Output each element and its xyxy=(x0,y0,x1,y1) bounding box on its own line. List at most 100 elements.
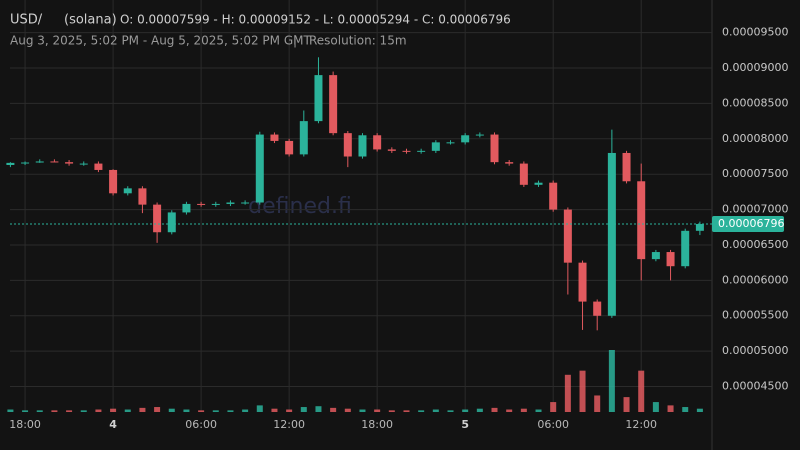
candle-body xyxy=(431,142,440,151)
volume-bar xyxy=(80,410,87,412)
volume-bar xyxy=(66,410,73,412)
volume-bar xyxy=(535,409,542,412)
token: (solana) xyxy=(64,13,117,28)
candle-body xyxy=(563,209,572,263)
volume-bar xyxy=(506,409,513,412)
volume-bar xyxy=(256,405,263,412)
candle-body xyxy=(167,212,176,233)
volume-bar xyxy=(227,410,234,412)
y-tick-label: 0.00006000 xyxy=(722,273,788,286)
candle-body xyxy=(417,150,426,152)
volume-bar xyxy=(212,410,219,412)
candle-body xyxy=(65,162,74,164)
resolution: Resolution: 15m xyxy=(309,34,407,48)
candle-body xyxy=(314,75,323,122)
candle-body xyxy=(138,188,147,205)
volume-bar xyxy=(300,407,307,412)
volume-bar xyxy=(638,370,645,412)
volume-bar xyxy=(95,409,102,412)
volume-bar xyxy=(682,407,689,412)
candle-body xyxy=(358,135,367,157)
volume-bar xyxy=(168,408,175,412)
volume-bar xyxy=(476,408,483,412)
candle-body xyxy=(182,203,191,213)
volume-bar xyxy=(198,410,205,412)
range: Aug 3, 2025, 5:02 PM - Aug 5, 2025, 5:02… xyxy=(10,34,311,48)
volume-bar xyxy=(22,410,29,412)
candle-body xyxy=(578,262,587,302)
last-price-box xyxy=(712,216,784,233)
candle-body xyxy=(123,188,132,194)
candle-body xyxy=(651,252,660,260)
volume-bar xyxy=(432,409,439,412)
volume-bar xyxy=(696,408,703,412)
candle-body xyxy=(593,301,602,316)
volume-bar xyxy=(388,410,395,412)
candle-body xyxy=(402,150,411,152)
x-tick-label: 4 xyxy=(109,418,117,431)
candle-body xyxy=(329,75,338,134)
candle-body xyxy=(475,134,484,136)
x-tick-label: 06:00 xyxy=(537,418,569,431)
volume-bar xyxy=(124,409,131,412)
candle-body xyxy=(534,182,543,185)
volume-bar xyxy=(447,410,454,412)
y-tick-label: 0.00005500 xyxy=(722,309,788,322)
volume-bar xyxy=(594,395,601,412)
pair: USD/ xyxy=(10,13,43,28)
candle-body xyxy=(94,163,103,170)
candle-body xyxy=(549,182,558,210)
candle-body xyxy=(637,181,646,260)
y-tick-label: 0.00008000 xyxy=(722,132,788,145)
volume-bar xyxy=(374,409,381,412)
volume-bar xyxy=(7,409,14,412)
volume-bar xyxy=(242,409,249,412)
x-tick-label: 06:00 xyxy=(185,418,217,431)
candle-body xyxy=(343,133,352,157)
candle-body xyxy=(607,152,616,316)
x-tick-label: 18:00 xyxy=(9,418,41,431)
candle-body xyxy=(695,224,704,231)
y-tick-label: 0.00009500 xyxy=(722,26,788,39)
x-tick-label: 18:00 xyxy=(361,418,393,431)
candle-body xyxy=(6,162,15,165)
volume-bar xyxy=(286,409,293,412)
volume-bar xyxy=(110,408,117,412)
y-tick-label: 0.00008500 xyxy=(722,96,788,109)
volume-bar xyxy=(579,370,586,412)
volume-bar xyxy=(520,408,527,412)
candle-body xyxy=(490,134,499,163)
y-tick-label: 0.00007000 xyxy=(722,203,788,216)
candle-body xyxy=(50,161,59,163)
volume-bar xyxy=(51,410,58,412)
volume-bar xyxy=(550,402,557,412)
volume-bar xyxy=(403,410,410,412)
candle-body xyxy=(270,134,279,141)
candle-body xyxy=(21,162,30,164)
candle-body xyxy=(211,203,220,205)
candle-body xyxy=(197,203,206,205)
volume-bar xyxy=(462,409,469,412)
x-tick-label: 12:00 xyxy=(273,418,305,431)
plot: 0.00004500 0.00005000 0.00005500 0.00006000… xyxy=(6,0,788,450)
volume-bar xyxy=(608,350,615,412)
separator: | xyxy=(293,34,297,48)
volume-bar xyxy=(183,409,190,412)
candle-body xyxy=(681,230,690,267)
volume-bar xyxy=(623,397,630,412)
candle-body xyxy=(109,169,118,194)
candle-body xyxy=(505,162,514,164)
volume-bar xyxy=(139,407,146,412)
volume-bar xyxy=(330,407,337,412)
candle-body xyxy=(519,163,528,185)
candle-body xyxy=(241,202,250,204)
last-price-label: 0.00006796 xyxy=(718,217,784,230)
volume-bar xyxy=(271,408,278,412)
candle-body xyxy=(666,252,675,267)
candle-body xyxy=(226,202,235,204)
volume-bar xyxy=(491,407,498,412)
volume-bar xyxy=(418,410,425,412)
watermark: defined.fi xyxy=(248,194,352,219)
